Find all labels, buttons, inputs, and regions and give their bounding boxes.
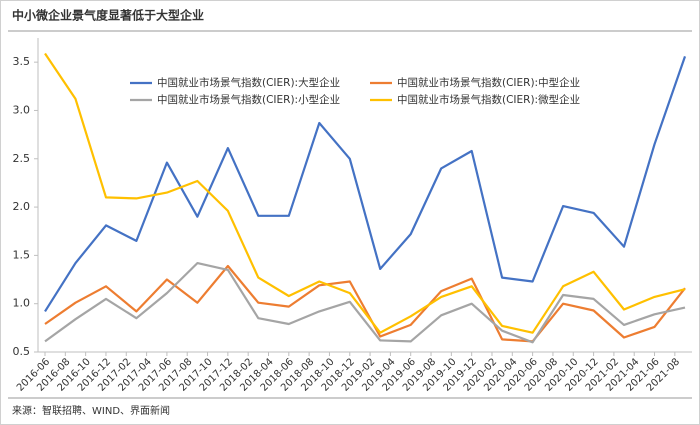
series-line	[44, 264, 686, 343]
y-tick-label: 2.5	[13, 152, 31, 165]
legend-label: 中国就业市场景气指数(CIER):微型企业	[397, 93, 580, 106]
y-tick-label: 1.0	[13, 297, 31, 310]
y-tick-label: 0.5	[13, 345, 31, 358]
legend-label: 中国就业市场景气指数(CIER):中型企业	[397, 76, 580, 89]
series-line	[44, 262, 686, 344]
source: 来源：智联招聘、WIND、界面新闻	[12, 404, 170, 417]
series-line	[44, 52, 686, 334]
legend-label: 中国就业市场景气指数(CIER):大型企业	[157, 76, 340, 89]
y-tick-label: 3.5	[13, 55, 31, 68]
y-tick-label: 3.0	[13, 103, 31, 116]
legend-label: 中国就业市场景气指数(CIER):小型企业	[157, 93, 340, 106]
y-tick-label: 2.0	[13, 200, 31, 213]
chart-title: 中小微企业景气度显著低于大型企业	[12, 8, 204, 23]
series-line	[44, 56, 687, 312]
y-tick-label: 1.5	[13, 248, 31, 261]
